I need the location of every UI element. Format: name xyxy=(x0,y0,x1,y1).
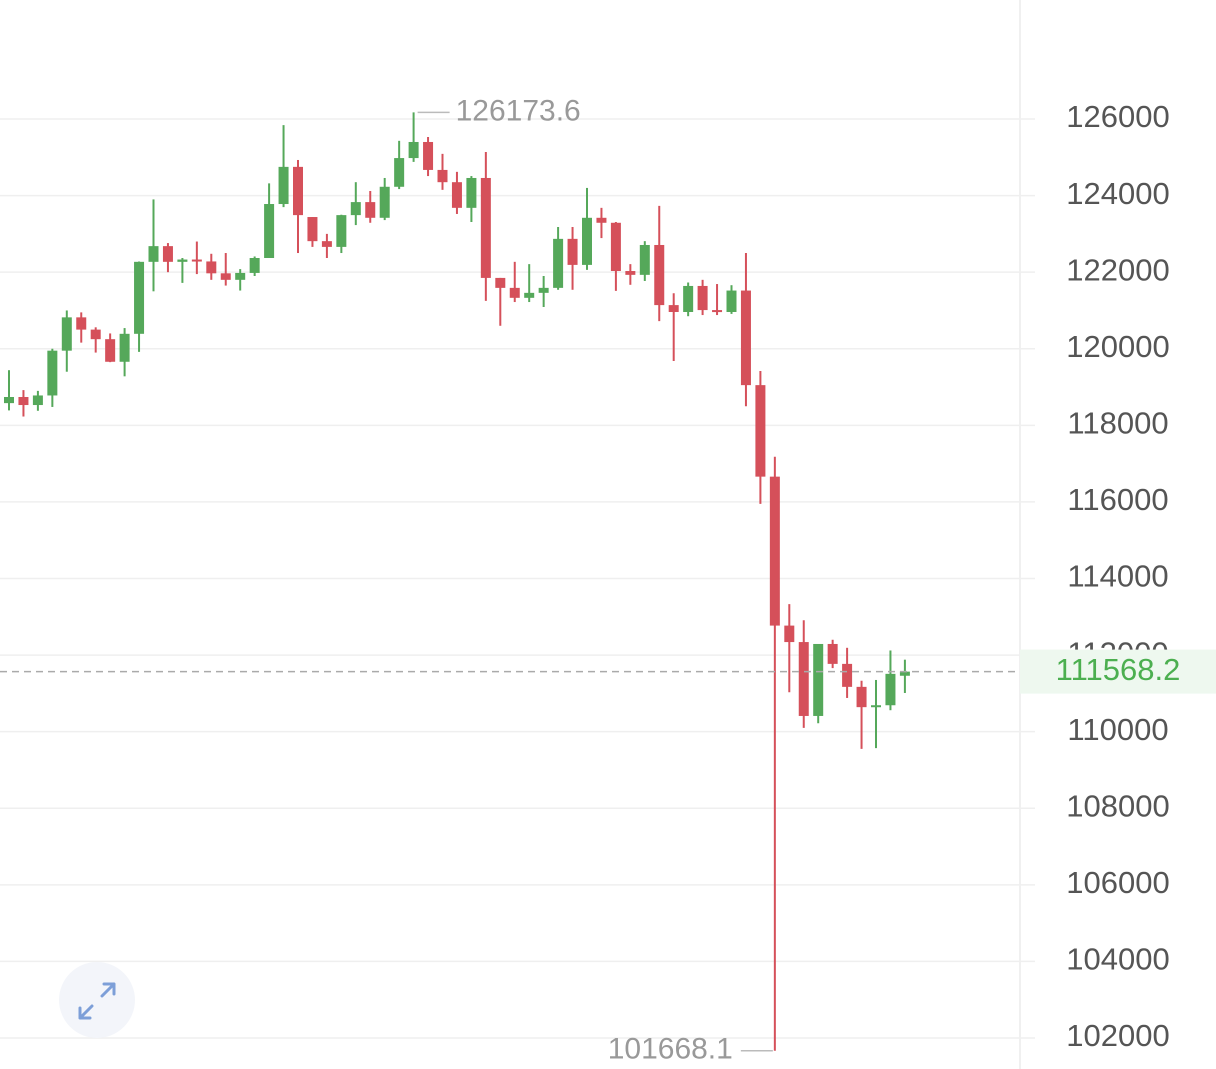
candle-body xyxy=(553,238,564,288)
candle-body xyxy=(336,215,347,247)
candle-body xyxy=(610,222,621,272)
candle-body xyxy=(307,217,318,242)
candle-body xyxy=(726,290,737,312)
last-price-box xyxy=(1020,649,1216,694)
y-tick-label: 104000 xyxy=(1066,942,1169,977)
candle-body xyxy=(798,642,809,716)
candle-body xyxy=(206,261,217,274)
candle-body xyxy=(220,273,231,280)
candle-body xyxy=(76,317,87,330)
plot: 1020001040001060001080001100001120001140… xyxy=(0,94,1216,1066)
candle-body xyxy=(119,333,130,362)
y-tick-label: 126000 xyxy=(1066,99,1169,134)
candle-body xyxy=(567,238,578,265)
y-tick-label: 118000 xyxy=(1067,406,1168,441)
max-label: 126173.6 xyxy=(456,94,581,127)
candle-body xyxy=(365,202,376,218)
y-tick-label: 114000 xyxy=(1067,559,1168,594)
candle-body xyxy=(278,166,289,205)
candle-body xyxy=(177,259,188,262)
candle-body xyxy=(90,329,101,340)
candle-body xyxy=(495,277,506,288)
y-tick-label: 108000 xyxy=(1066,788,1169,823)
candle-body xyxy=(582,217,592,265)
candle-body xyxy=(871,705,881,708)
candle-body xyxy=(249,258,260,273)
candle-body xyxy=(813,643,824,716)
candle-body xyxy=(885,673,896,706)
candle-body xyxy=(235,272,246,280)
candle-body xyxy=(18,396,29,406)
last-price-label: 111568.2 xyxy=(1056,652,1181,687)
min-label: 101668.1 xyxy=(608,1033,733,1066)
candle-body xyxy=(321,241,332,247)
candle-body xyxy=(423,141,434,170)
candle-body xyxy=(47,350,58,396)
candle-body xyxy=(350,202,361,216)
candle-body xyxy=(293,166,303,216)
candle-body xyxy=(654,244,665,306)
candle-body xyxy=(538,287,549,293)
y-tick-label: 110000 xyxy=(1067,712,1168,747)
candle-body xyxy=(191,259,202,262)
candle-body xyxy=(4,396,14,404)
candle-body xyxy=(683,285,694,312)
candle-body xyxy=(162,246,173,262)
candle-body xyxy=(480,177,491,278)
candle-body xyxy=(842,663,853,687)
candle-body xyxy=(264,204,275,259)
y-tick-label: 120000 xyxy=(1066,329,1169,364)
candle-body xyxy=(148,246,159,262)
candle-body xyxy=(451,182,462,208)
candle-body xyxy=(625,271,636,275)
candle-body xyxy=(509,287,520,298)
candle-body xyxy=(755,385,766,477)
candle-body xyxy=(379,186,390,218)
candle-body xyxy=(61,317,72,351)
candle-body xyxy=(32,395,43,406)
candle-body xyxy=(740,290,751,386)
candle-body xyxy=(784,625,795,643)
candle-body xyxy=(827,643,838,664)
y-tick-label: 102000 xyxy=(1066,1018,1169,1053)
candle-body xyxy=(769,476,780,626)
y-tick-label: 106000 xyxy=(1066,865,1169,900)
candle-body xyxy=(437,169,448,183)
expand-button[interactable] xyxy=(59,962,135,1038)
candle-body xyxy=(697,285,708,311)
candle-body xyxy=(596,217,607,223)
y-tick-label: 122000 xyxy=(1066,252,1169,287)
y-tick-label: 124000 xyxy=(1066,176,1169,211)
candle-body xyxy=(134,261,145,334)
candle-body xyxy=(712,310,723,313)
candle-body xyxy=(394,158,405,187)
candle-body xyxy=(105,339,116,362)
candle-body xyxy=(899,671,910,676)
y-tick-label: 116000 xyxy=(1067,482,1168,517)
candle-body xyxy=(408,141,419,159)
candle-body xyxy=(856,686,867,708)
candle-body xyxy=(466,177,477,208)
candle-body xyxy=(639,244,650,275)
candle-body xyxy=(524,292,535,298)
candle-body xyxy=(668,305,679,312)
